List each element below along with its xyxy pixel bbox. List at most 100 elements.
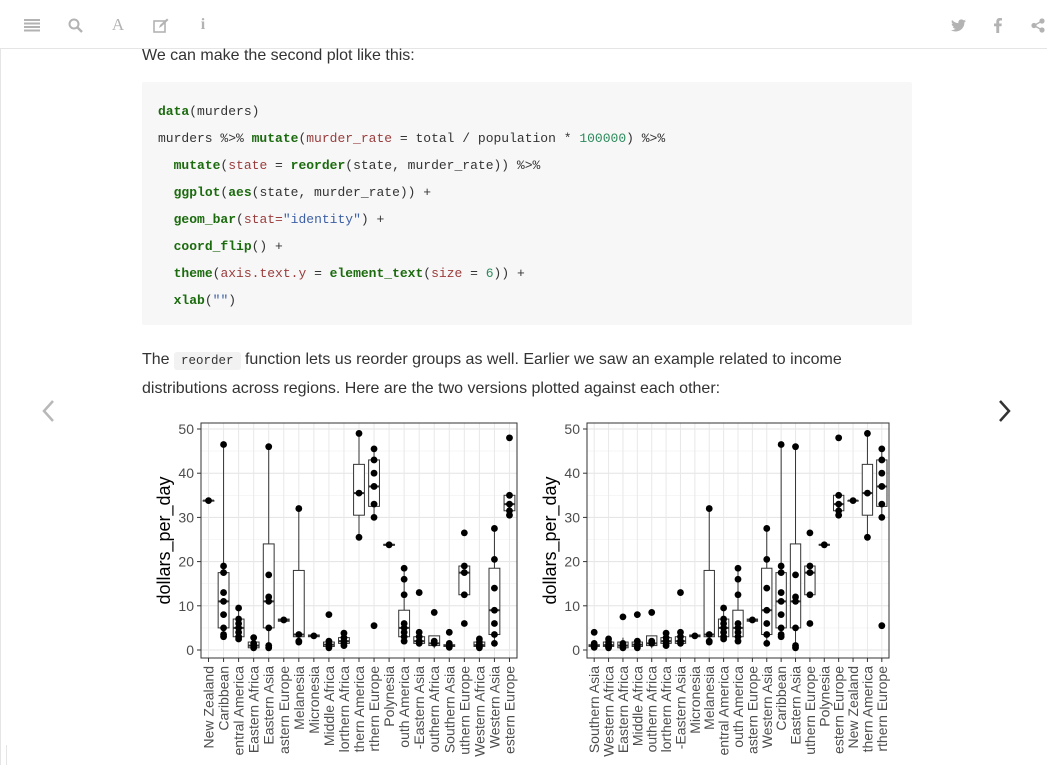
x-tick-label: Micronesia (687, 666, 703, 734)
code-token: ( (204, 293, 213, 308)
code-token (158, 212, 174, 227)
data-point (220, 441, 227, 448)
x-tick-label: Southern Asia (441, 666, 457, 753)
data-point (506, 434, 513, 442)
edit-button[interactable] (150, 14, 172, 36)
data-point (265, 597, 273, 605)
data-point (864, 489, 871, 497)
code-token: "identity" (282, 212, 361, 227)
data-point (864, 533, 871, 541)
y-tick-label: 30 (178, 509, 194, 525)
y-tick-label: 40 (564, 465, 580, 481)
share-button[interactable] (1027, 14, 1047, 36)
x-tick-label: Caribbean (773, 666, 789, 731)
code-token: stat= (243, 212, 283, 227)
code-token: reorder (290, 158, 346, 173)
data-point (605, 644, 612, 652)
data-point (590, 643, 598, 651)
data-point (720, 635, 728, 643)
next-page-button[interactable] (993, 396, 1017, 426)
data-point (705, 638, 713, 646)
data-point (792, 624, 799, 632)
x-tick-label: Eastern Asia (261, 666, 277, 745)
data-point (355, 533, 363, 541)
code-token (158, 239, 174, 254)
code-token: murder_rate (306, 131, 393, 146)
x-tick-label: outhern Africa (644, 666, 660, 753)
data-point (400, 575, 408, 583)
twitter-icon (950, 18, 966, 31)
x-tick-label: Western Africa (471, 666, 487, 757)
x-tick-label: thern America (351, 666, 367, 753)
x-tick-label: outhern Africa (426, 666, 442, 753)
box-body (789, 543, 802, 629)
data-point (763, 631, 771, 638)
lead-paragraph: We can make the second plot like this: (142, 47, 415, 64)
y-axis-label: dollars_per_day (540, 476, 561, 604)
x-tick-label: Eastern Asia (788, 666, 804, 745)
x-tick-label: rthern Europe (366, 666, 382, 752)
data-point (835, 491, 843, 499)
x-tick-label: entral America (716, 666, 732, 756)
x-tick-label: Micronesia (306, 666, 322, 734)
menu-button[interactable] (21, 14, 43, 36)
font-settings-button[interactable]: A (107, 14, 129, 36)
code-token: murders %>% (158, 131, 252, 146)
x-tick-label: astern Europe (744, 666, 760, 754)
data-point (506, 500, 513, 508)
x-tick-label: entral America (231, 666, 247, 756)
data-point (415, 639, 423, 647)
search-button[interactable] (64, 14, 86, 36)
previous-page-button[interactable] (36, 396, 60, 426)
data-point (864, 430, 871, 437)
data-point (734, 591, 742, 599)
data-point (506, 491, 513, 499)
data-point (400, 591, 408, 599)
data-point (355, 430, 363, 437)
x-tick-label: thern America (859, 666, 875, 753)
code-token: 100000 (579, 131, 627, 146)
data-point (460, 562, 468, 570)
code-token: ( (236, 212, 244, 227)
data-point (491, 631, 498, 638)
search-icon (68, 18, 83, 33)
data-point (265, 624, 273, 632)
y-tick-label: 50 (564, 421, 580, 437)
sidebar-toggle-handle[interactable] (0, 745, 7, 765)
facebook-icon (994, 17, 1002, 33)
data-point (878, 445, 886, 453)
info-button[interactable]: i (192, 14, 214, 36)
x-tick-label: -Eastern Asia (411, 666, 427, 749)
facebook-button[interactable] (987, 14, 1009, 36)
x-tick-label: rthern Europe (874, 666, 890, 752)
data-point (491, 639, 498, 647)
data-point (691, 632, 699, 640)
data-point (648, 639, 656, 647)
paragraph-text-end: function lets us reorder groups as well.… (142, 351, 842, 397)
data-point (370, 514, 378, 521)
data-point (878, 622, 886, 630)
data-point (777, 597, 785, 605)
data-point (460, 569, 468, 577)
data-point (806, 529, 814, 537)
code-token: theme (173, 266, 213, 281)
code-token: data (158, 104, 190, 119)
x-tick-label: Melanesia (701, 666, 717, 730)
code-token: ( (298, 131, 307, 146)
x-tick-label: Southern Asia (586, 666, 602, 753)
data-point (633, 644, 641, 652)
code-token: ) + (360, 212, 385, 227)
data-point (220, 633, 227, 641)
code-token: ggplot (173, 185, 221, 200)
twitter-button[interactable] (947, 14, 969, 36)
data-point (280, 616, 288, 624)
data-point (310, 632, 318, 640)
x-tick-label: uthern Europe (456, 666, 472, 755)
data-point (325, 611, 333, 619)
code-line: murders %>% mutate(murder_rate = total /… (158, 125, 896, 152)
data-point (445, 628, 453, 636)
x-tick-label: lorthern Africa (658, 666, 674, 753)
data-point (849, 497, 857, 505)
